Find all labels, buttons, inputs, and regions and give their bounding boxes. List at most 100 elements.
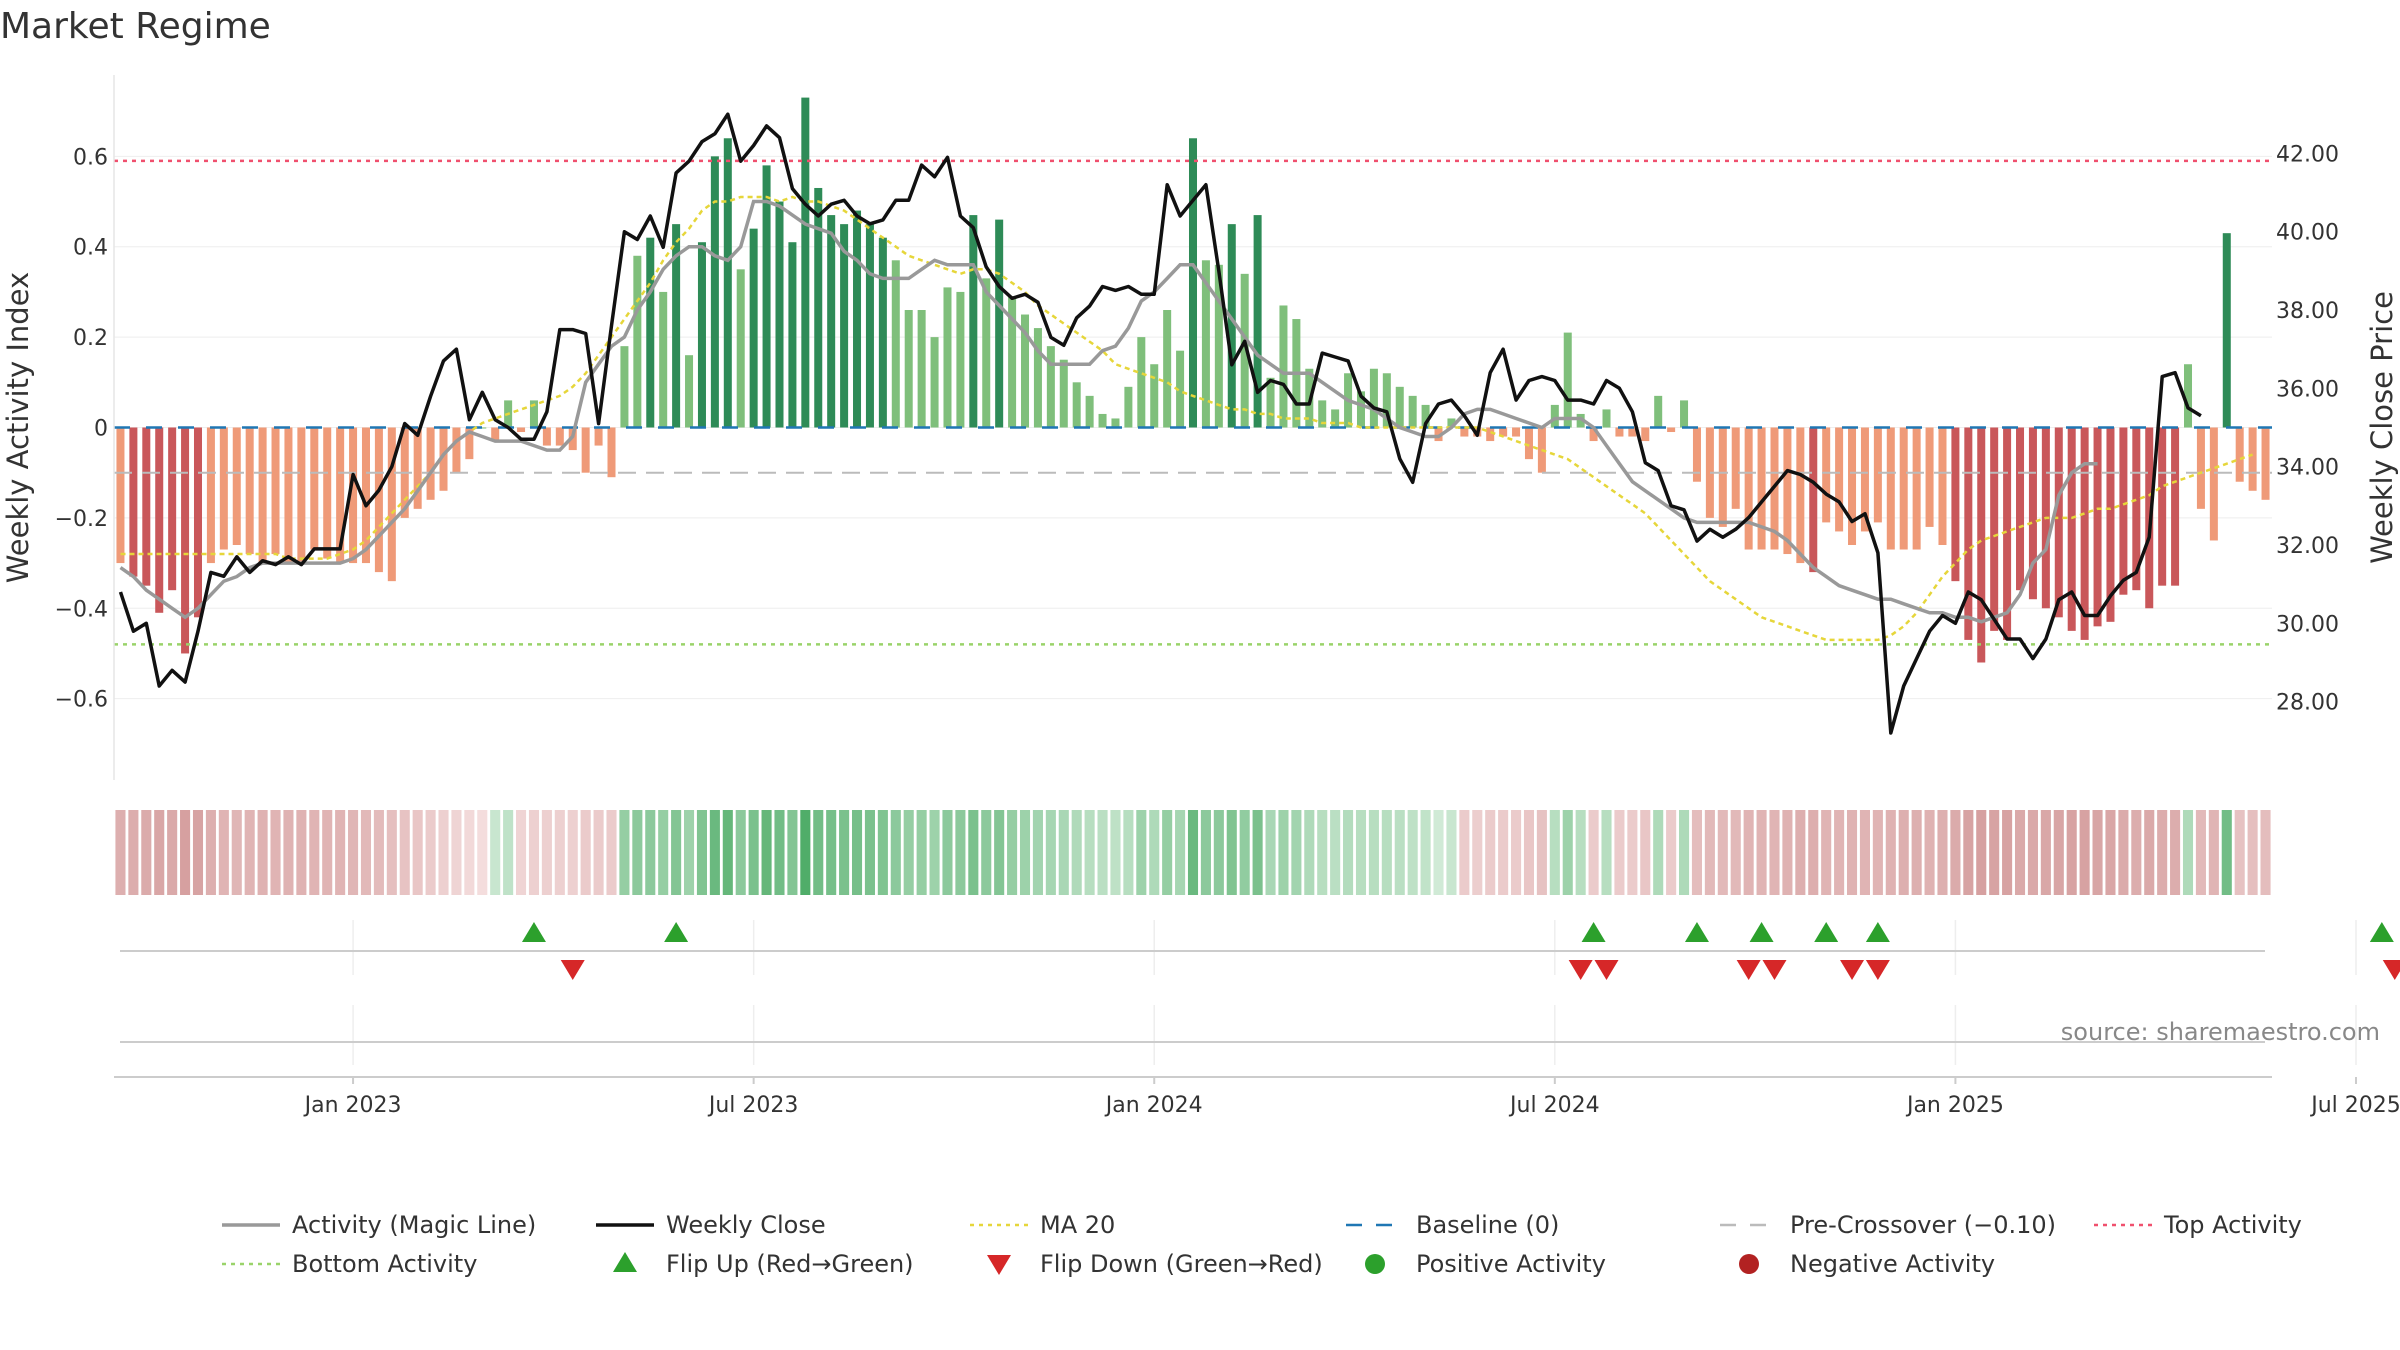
activity-bar (1176, 350, 1185, 428)
activity-bar (465, 427, 474, 460)
regime-cell (813, 810, 824, 895)
activity-bar (336, 427, 345, 564)
regime-cell (787, 810, 798, 895)
activity-bar (1188, 138, 1198, 428)
activity-bar (1021, 314, 1030, 428)
activity-bar (116, 427, 125, 564)
regime-cell (735, 810, 746, 895)
regime-cell (1834, 810, 1845, 895)
legend-label: Flip Up (Red→Green) (666, 1250, 914, 1278)
regime-cell (1549, 810, 1560, 895)
legend-label: MA 20 (1040, 1211, 1115, 1239)
regime-cell (128, 810, 139, 895)
activity-bar (672, 224, 681, 428)
x-tick-label: Jan 2023 (303, 1093, 402, 1118)
regime-cell (205, 810, 216, 895)
regime-cell (1562, 810, 1573, 895)
regime-cell (244, 810, 255, 895)
regime-cell (890, 810, 901, 895)
activity-bar (969, 215, 978, 428)
regime-cell (1963, 810, 1974, 895)
activity-bar (1512, 427, 1521, 437)
regime-cell (1821, 810, 1832, 895)
regime-cell (1808, 810, 1819, 895)
flip-down-marker (560, 960, 585, 980)
legend-label: Top Activity (2163, 1211, 2302, 1239)
regime-cell (1355, 810, 1367, 895)
regime-cell (1666, 810, 1677, 895)
regime-cell (1265, 810, 1276, 895)
regime-cell (1433, 810, 1444, 895)
regime-cell (722, 810, 733, 895)
regime-cell (1420, 810, 1431, 895)
regime-cell (1976, 810, 1987, 895)
legend-item: Baseline (0) (1346, 1211, 1559, 1239)
regime-cell (1394, 810, 1405, 895)
regime-cell (1937, 810, 1948, 895)
flip-up-marker (1814, 922, 1839, 942)
activity-bar (956, 291, 965, 428)
regime-cell (1019, 810, 1031, 895)
activity-bar (801, 97, 810, 428)
regime-cell (1782, 810, 1793, 895)
activity-bar (1124, 386, 1133, 428)
y-left-tick-label: −0.2 (55, 507, 108, 532)
regime-cell (2182, 810, 2194, 895)
regime-cell (167, 810, 178, 895)
y-left-tick-label: −0.4 (55, 597, 108, 622)
regime-cell (1485, 810, 1496, 895)
activity-bar (1641, 427, 1650, 442)
activity-bar (1873, 427, 1882, 523)
regime-cell (360, 810, 372, 895)
regime-cell (283, 810, 294, 895)
activity-bar (1214, 264, 1223, 428)
regime-cell (1601, 810, 1612, 895)
regime-cell (541, 810, 552, 895)
regime-cell (1653, 810, 1664, 895)
regime-cell (335, 810, 346, 895)
activity-bar (982, 278, 991, 428)
regime-cell (1343, 810, 1354, 895)
legend-swatch (613, 1252, 637, 1272)
regime-cell (2260, 810, 2271, 895)
regime-cell (1330, 810, 1341, 895)
regime-cell (1511, 810, 1522, 895)
activity-bar (1705, 427, 1714, 518)
regime-cell (1924, 810, 1935, 895)
activity-bar (1899, 427, 1908, 550)
regime-cell (218, 810, 229, 895)
activity-bar (258, 427, 267, 564)
legend-label: Pre-Crossover (−0.10) (1790, 1211, 2056, 1239)
activity-bar (904, 310, 913, 428)
regime-cell (619, 810, 630, 895)
activity-bar (1408, 395, 1417, 428)
regime-cell (1175, 810, 1186, 895)
activity-bar (374, 427, 383, 573)
activity-bar (1227, 224, 1236, 428)
regime-cell (839, 810, 850, 895)
activity-bar (1680, 400, 1689, 428)
activity-bar (2184, 364, 2193, 428)
regime-cell (309, 810, 320, 895)
x-tick-label: Jul 2023 (707, 1093, 799, 1118)
y-right-tick-label: 38.00 (2276, 299, 2339, 324)
regime-cell (1640, 810, 1651, 895)
activity-bar (943, 287, 952, 428)
activity-bar (1550, 404, 1559, 428)
legend-item: MA 20 (970, 1211, 1115, 1239)
regime-cell (1627, 810, 1638, 895)
activity-bar (1589, 427, 1598, 442)
activity-bar (1434, 427, 1443, 442)
activity-bar (2248, 427, 2257, 491)
regime-cell (1704, 810, 1715, 895)
regime-cell (1239, 810, 1250, 895)
legend-item: Bottom Activity (222, 1250, 477, 1278)
activity-bar (1977, 427, 1986, 663)
regime-cell (658, 810, 669, 895)
regime-cell (1226, 810, 1237, 895)
y-left-tick-label: 0.2 (73, 326, 108, 351)
activity-bar (1499, 427, 1508, 437)
regime-cell (774, 810, 785, 895)
regime-cell (2157, 810, 2168, 895)
regime-cell (1575, 810, 1586, 895)
